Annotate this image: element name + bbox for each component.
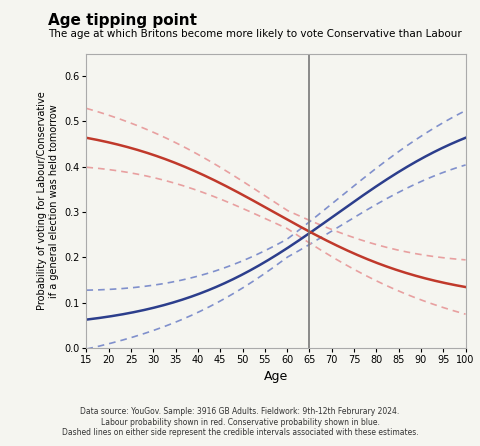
- X-axis label: Age: Age: [264, 370, 288, 384]
- Text: Age tipping point: Age tipping point: [48, 13, 197, 29]
- Y-axis label: Probability of voting for Labour/Conservative
if a general election was held tom: Probability of voting for Labour/Conserv…: [37, 91, 59, 310]
- Text: The age at which Britons become more likely to vote Conservative than Labour: The age at which Britons become more lik…: [48, 29, 462, 39]
- Text: Data source: YouGov. Sample: 3916 GB Adults. Fieldwork: 9th-12th Februrary 2024.: Data source: YouGov. Sample: 3916 GB Adu…: [62, 407, 418, 437]
